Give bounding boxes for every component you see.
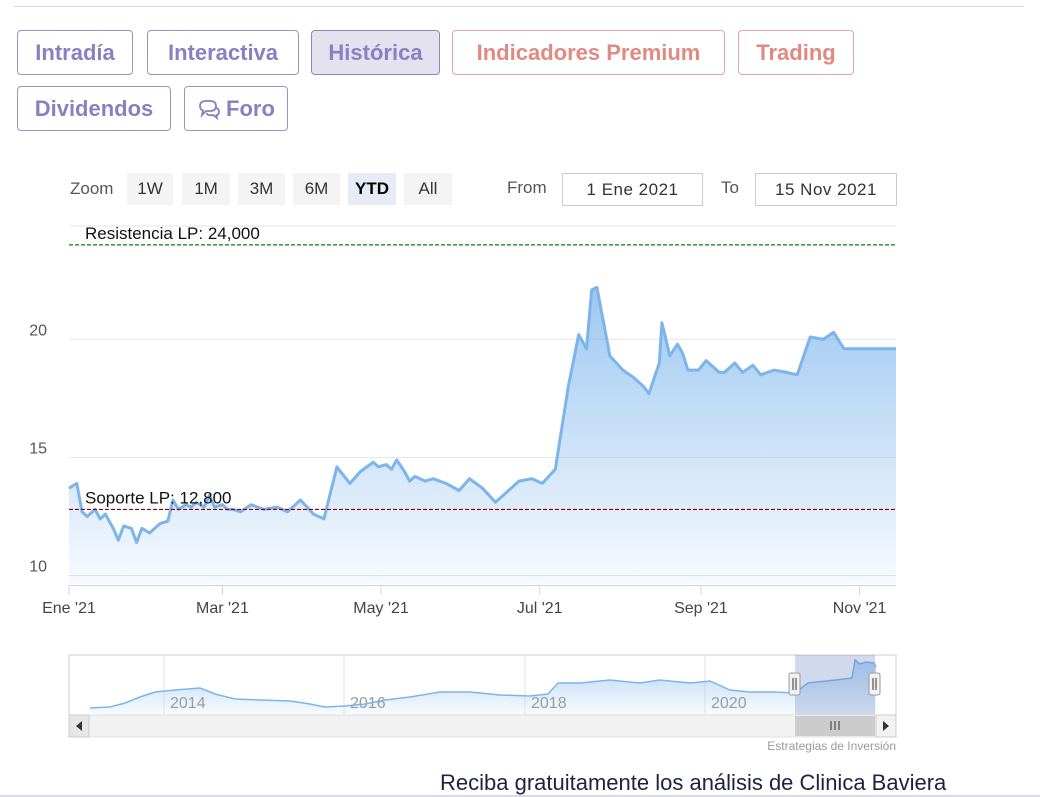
tab-label: Intradía — [35, 39, 115, 65]
chat-bubbles-icon — [197, 98, 221, 120]
tab-intradia[interactable]: Intradía — [17, 30, 133, 75]
tab-indicadores-premium[interactable]: Indicadores Premium — [452, 30, 725, 75]
chart-credits[interactable]: Estrategias de Inversión — [767, 739, 896, 753]
price-line[interactable] — [68, 285, 896, 544]
x-tick-label: May '21 — [353, 600, 409, 617]
zoom-all-button[interactable]: All — [404, 173, 452, 205]
tab-label: Trading — [756, 39, 836, 65]
from-date-input[interactable]: 1 Ene 2021 — [562, 173, 703, 206]
to-label: To — [721, 178, 739, 197]
y-tick-label: 10 — [29, 559, 47, 576]
from-label: From — [507, 178, 547, 197]
tab-trading[interactable]: Trading — [738, 30, 854, 75]
footer-cta-text[interactable]: Reciba gratuitamente los análisis de Cli… — [440, 770, 947, 795]
x-tick-label: Sep '21 — [674, 600, 728, 617]
zoom-1w-button[interactable]: 1W — [127, 173, 173, 205]
x-tick-label: Ene '21 — [42, 600, 96, 617]
arrow-left-icon — [76, 721, 82, 731]
navigator[interactable]: 2014201620182020 — [68, 654, 897, 738]
navigator-handle[interactable] — [868, 672, 881, 696]
plot-line-label: Soporte LP: 12,800 — [85, 488, 232, 507]
plot-line-label: Resistencia LP: 24,000 — [85, 224, 260, 243]
to-date-input[interactable]: 15 Nov 2021 — [755, 173, 897, 206]
scrollbar-track[interactable] — [68, 714, 897, 738]
x-tick-label: Nov '21 — [833, 600, 887, 617]
tab-label: Histórica — [328, 39, 423, 65]
tab-foro[interactable]: Foro — [184, 86, 288, 131]
x-tick-label: Mar '21 — [196, 600, 249, 617]
zoom-label: Zoom — [70, 179, 114, 198]
tab-label: Foro — [226, 95, 275, 121]
series-layer — [68, 285, 896, 585]
price-area — [69, 287, 896, 585]
top-divider — [14, 6, 1024, 7]
bottom-divider — [0, 795, 1040, 797]
tab-label: Interactiva — [167, 39, 279, 65]
tab-label: Dividendos — [34, 95, 154, 121]
y-tick-label: 20 — [29, 322, 47, 339]
zoom-1m-button[interactable]: 1M — [182, 173, 230, 205]
zoom-3m-button[interactable]: 3M — [238, 173, 285, 205]
navigator-selection[interactable] — [795, 655, 875, 715]
tab-historica[interactable]: Histórica — [311, 30, 440, 75]
tab-interactiva[interactable]: Interactiva — [147, 30, 299, 75]
zoom-ytd-button[interactable]: YTD — [348, 173, 396, 205]
navigator-line — [89, 658, 877, 709]
x-tick-label: Jul '21 — [517, 600, 563, 617]
axes: 10 15 20 Ene '21 Mar '21 May '21 Jul '21 Sep '2… — [29, 322, 896, 617]
navigator-handle[interactable] — [788, 672, 801, 696]
y-tick-label: 15 — [29, 440, 47, 457]
plot-lines: Resistencia LP: 24,000 Soporte LP: 12,800 — [69, 224, 896, 511]
zoom-6m-button[interactable]: 6M — [293, 173, 340, 205]
arrow-right-icon — [883, 721, 889, 731]
tab-label: Indicadores Premium — [476, 39, 701, 65]
tab-dividendos[interactable]: Dividendos — [17, 86, 171, 131]
